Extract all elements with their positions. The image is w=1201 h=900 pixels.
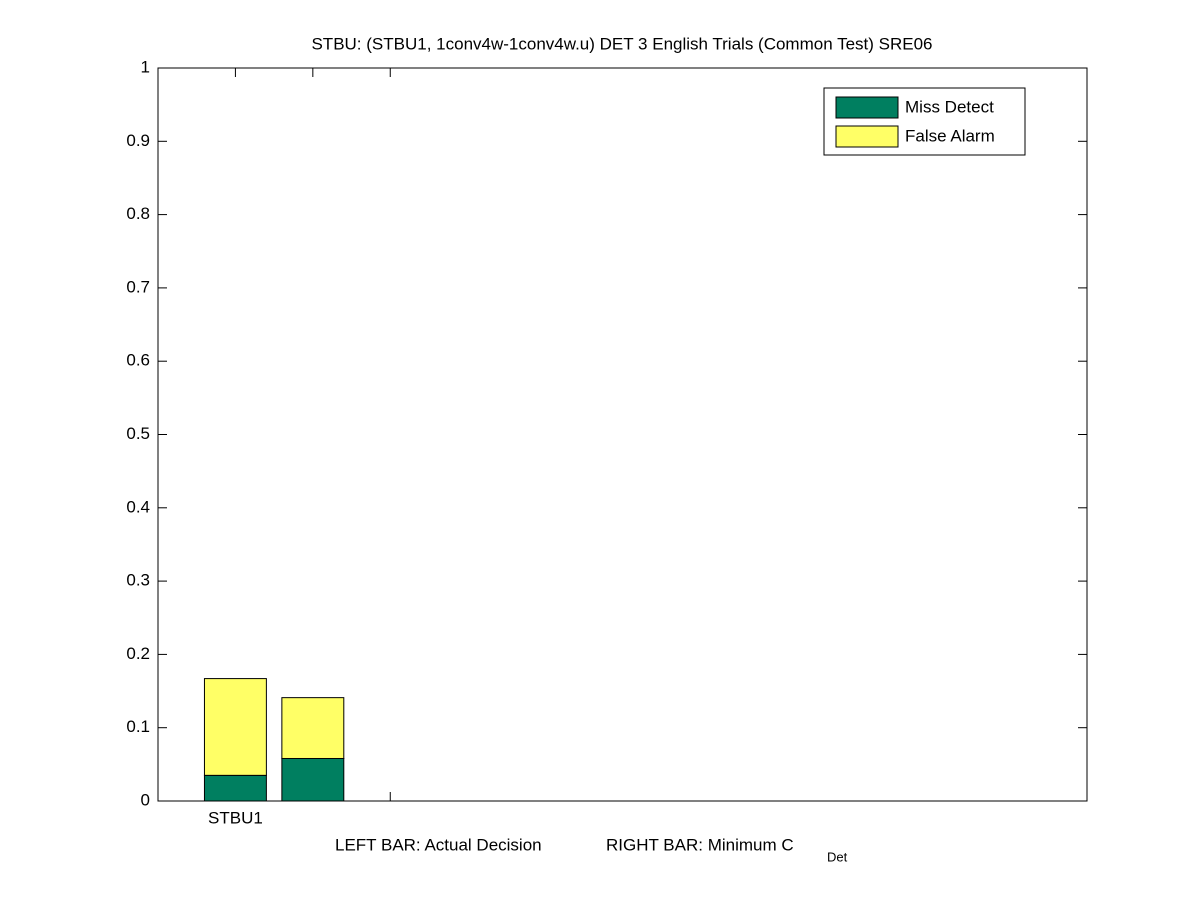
y-tick-label: 0.6	[126, 351, 150, 370]
y-tick-label: 0.5	[126, 424, 150, 443]
y-tick-label: 0.7	[126, 277, 150, 296]
bar-segment	[281, 757, 345, 802]
legend-label: Miss Detect	[905, 97, 994, 116]
x-axis-label: RIGHT BAR: Minimum C	[606, 835, 794, 854]
y-tick-label: 0.8	[126, 204, 150, 223]
bar-segment	[281, 697, 345, 759]
y-tick-label: 1	[141, 57, 150, 76]
y-tick-label: 0.3	[126, 571, 150, 590]
plot-area	[158, 68, 1087, 801]
y-tick-label: 0.1	[126, 717, 150, 736]
bar-segment	[203, 678, 267, 776]
chart-title: STBU: (STBU1, 1conv4w-1conv4w.u) DET 3 E…	[311, 34, 932, 53]
legend-swatch	[835, 96, 899, 119]
bar-segment	[203, 774, 267, 802]
x-axis-label-subscript: Det	[827, 849, 848, 864]
legend-swatch	[835, 125, 899, 148]
y-tick-label: 0.4	[126, 497, 150, 516]
y-tick-label: 0.9	[126, 131, 150, 150]
axes-box	[157, 67, 1088, 802]
y-tick-label: 0.2	[126, 644, 150, 663]
x-axis-label: LEFT BAR: Actual Decision	[335, 835, 542, 854]
y-tick-label: 0	[141, 790, 150, 809]
x-tick-label: STBU1	[208, 808, 263, 827]
legend-label: False Alarm	[905, 126, 995, 145]
